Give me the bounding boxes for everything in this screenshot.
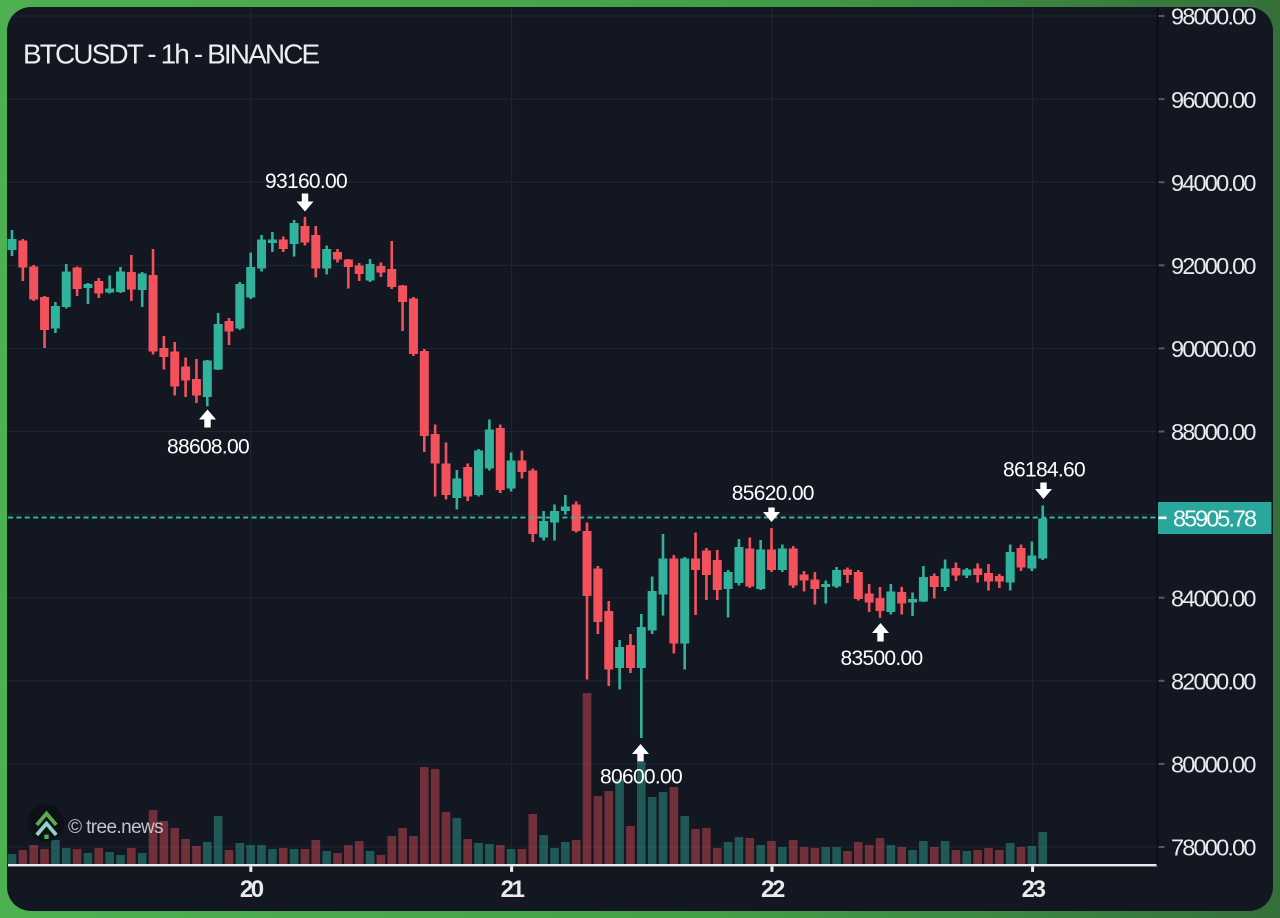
svg-text:BTCUSDT - 1h - BINANCE: BTCUSDT - 1h - BINANCE: [23, 39, 320, 70]
svg-text:85905.78: 85905.78: [1173, 506, 1257, 532]
svg-text:80000.00: 80000.00: [1171, 752, 1256, 778]
svg-text:92000.00: 92000.00: [1171, 253, 1256, 279]
svg-text:84000.00: 84000.00: [1171, 585, 1256, 611]
svg-text:88608.00: 88608.00: [167, 436, 249, 459]
svg-text:98000.00: 98000.00: [1171, 4, 1256, 30]
svg-text:80600.00: 80600.00: [600, 766, 682, 789]
svg-text:21: 21: [501, 876, 525, 903]
svg-text:94000.00: 94000.00: [1171, 170, 1256, 196]
svg-text:20: 20: [240, 876, 264, 903]
svg-text:22: 22: [761, 876, 785, 903]
svg-text:93160.00: 93160.00: [265, 170, 347, 193]
svg-text:83500.00: 83500.00: [841, 647, 923, 670]
svg-text:96000.00: 96000.00: [1171, 87, 1256, 113]
svg-text:23: 23: [1022, 876, 1046, 903]
svg-text:85620.00: 85620.00: [732, 482, 814, 505]
svg-text:90000.00: 90000.00: [1171, 336, 1256, 362]
svg-text:88000.00: 88000.00: [1171, 419, 1256, 445]
svg-text:© tree.news: © tree.news: [68, 817, 163, 838]
svg-text:82000.00: 82000.00: [1171, 669, 1256, 695]
svg-text:78000.00: 78000.00: [1171, 835, 1256, 861]
svg-text:86184.60: 86184.60: [1003, 459, 1085, 482]
